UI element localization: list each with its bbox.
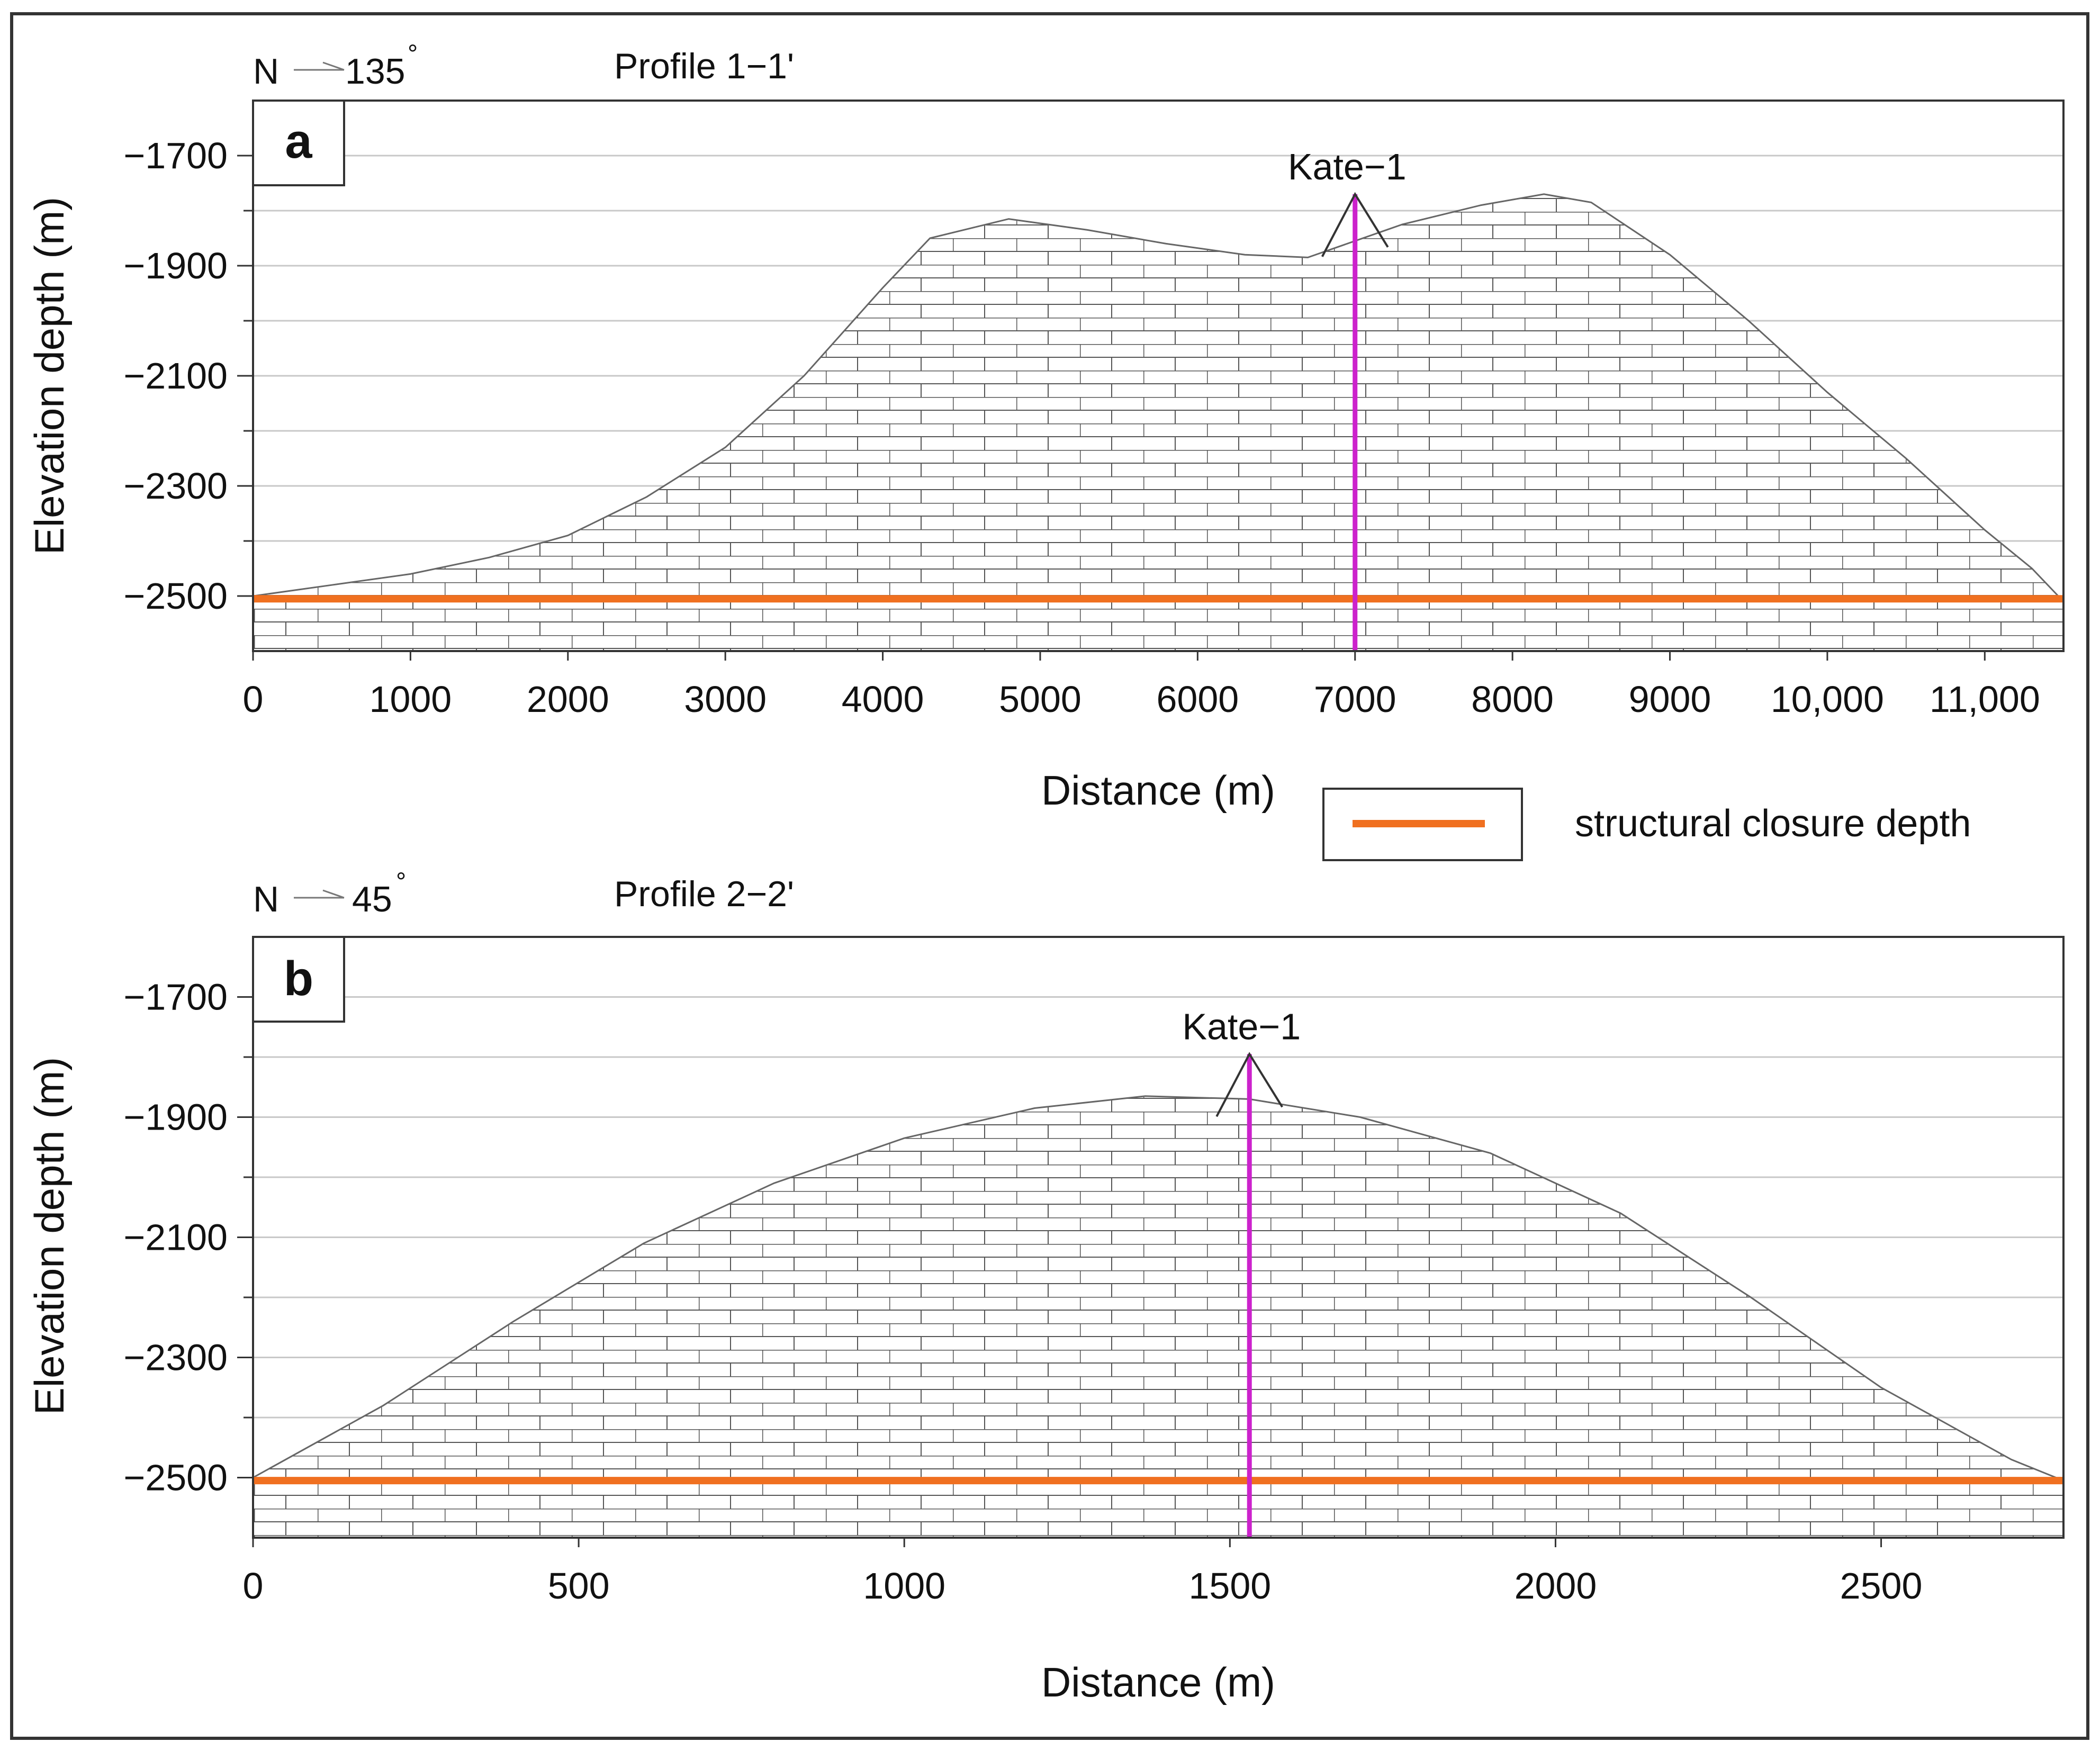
x-axis-title-a: Distance (m) (1041, 767, 1275, 814)
x-tick-label-b-4: 2000 (1515, 1565, 1597, 1606)
y-tick-label-b-1: −1900 (123, 1097, 228, 1138)
x-tick-label-a-5: 5000 (999, 679, 1081, 720)
x-tick-label-b-3: 1500 (1188, 1565, 1271, 1606)
x-tick-label-a-2: 2000 (527, 679, 609, 720)
orientation-prefix-b: N (253, 879, 279, 919)
legend: structural closure depth (1322, 788, 1971, 861)
well-symbol-b (1215, 1052, 1283, 1117)
x-tick-label-a-7: 7000 (1314, 679, 1396, 720)
orientation-prefix-a: N (253, 51, 279, 92)
x-tick-label-a-9: 9000 (1629, 679, 1711, 720)
y-axis-title-a: Elevation depth (m) (26, 197, 73, 555)
profile-title-a: Profile 1−1' (614, 46, 794, 86)
x-tick-label-b-0: 0 (243, 1565, 264, 1606)
x-tick-label-b-2: 1000 (863, 1565, 945, 1606)
orientation-angle-b: 45 (352, 879, 392, 919)
x-tick-label-a-1: 1000 (369, 679, 452, 720)
panel-b: N 45 ° Profile 2−2' Kate−1 b −1700−1900−… (26, 868, 2065, 1705)
y-tick-label-a-4: −2500 (123, 575, 228, 617)
y-tick-label-a-3: −2300 (123, 465, 228, 507)
x-tick-label-b-1: 500 (548, 1565, 610, 1606)
x-axis-title-b: Distance (m) (1041, 1659, 1275, 1705)
structure-area-a (253, 193, 2063, 651)
orientation-degree-b: ° (396, 868, 406, 896)
orientation-angle-a: 135 (345, 51, 405, 92)
structure-area-b (253, 1095, 2063, 1538)
x-axis-a: 0 1000 2000 3000 4000 5000 6000 7000 8000 9000 10,… (243, 651, 2040, 720)
x-tick-label-a-6: 6000 (1156, 679, 1239, 720)
panel-label-box-b (252, 936, 345, 1023)
x-tick-label-a-4: 4000 (842, 679, 924, 720)
well-label-b: Kate−1 (1182, 1006, 1301, 1047)
x-tick-label-a-0: 0 (243, 679, 264, 720)
orientation-arrowhead-b (322, 889, 345, 899)
y-axis-title-b: Elevation depth (m) (26, 1057, 73, 1415)
y-tick-label-b-3: −2300 (123, 1337, 228, 1378)
legend-label: structural closure depth (1575, 802, 1971, 845)
y-axis-b: −1700 −1900 −2100 −2300 −2500 (123, 977, 253, 1499)
panel-label-b: b (284, 952, 313, 1006)
legend-swatch-box (1322, 788, 1523, 861)
panel-label-box-a (252, 100, 345, 186)
panel-a: N 135 ° Profile 1−1' Kate−1 a −1700 −1900… (26, 40, 2065, 814)
y-tick-label-a-1: −1900 (123, 245, 228, 286)
orientation-arrowhead-a (322, 61, 345, 71)
x-tick-label-a-11: 11,000 (1930, 679, 2040, 720)
panel-label-a: a (285, 114, 312, 168)
profile-title-b: Profile 2−2' (614, 874, 794, 914)
figure-border (10, 12, 2089, 1740)
y-tick-label-a-0: −1700 (123, 135, 228, 176)
well-label-a: Kate−1 (1288, 146, 1407, 187)
x-tick-label-b-5: 2500 (1840, 1565, 1923, 1606)
x-tick-label-a-10: 10,000 (1771, 679, 1884, 720)
x-axis-b: 0 500 1000 1500 2000 2500 (243, 1538, 1923, 1606)
y-tick-label-b-4: −2500 (123, 1457, 228, 1499)
y-tick-label-b-0: −1700 (123, 977, 228, 1018)
y-tick-label-b-2: −2100 (123, 1217, 228, 1258)
well-symbol-a (1321, 192, 1389, 257)
x-tick-label-a-3: 3000 (684, 679, 767, 720)
y-axis-a: −1700 −1900 −2100 −2300 −2500 (123, 135, 253, 617)
x-tick-label-a-8: 8000 (1471, 679, 1554, 720)
orientation-degree-a: ° (408, 40, 418, 68)
y-tick-label-a-2: −2100 (123, 355, 228, 396)
